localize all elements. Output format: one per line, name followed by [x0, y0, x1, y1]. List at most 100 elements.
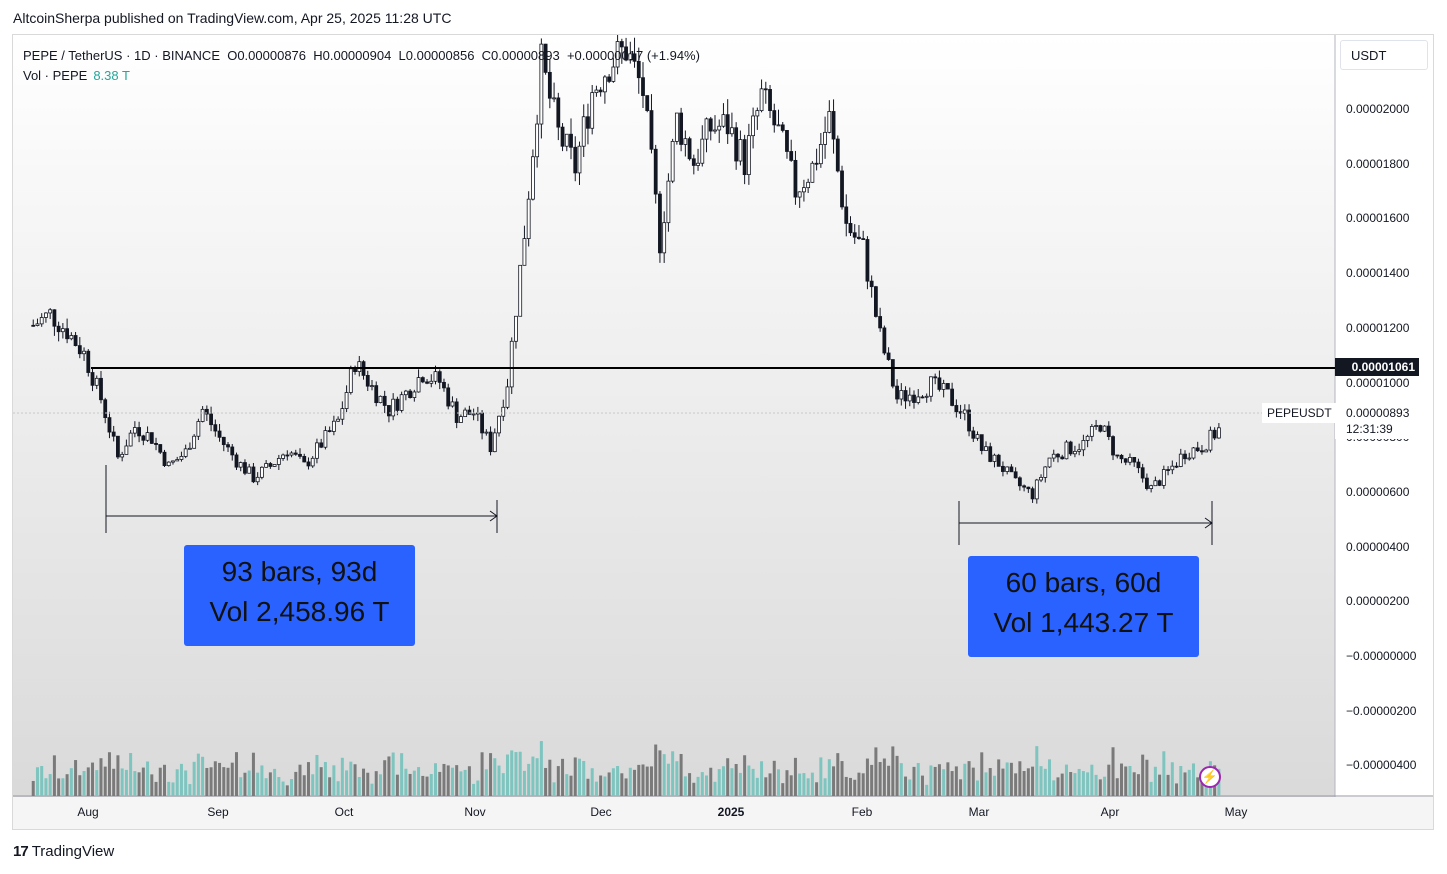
- volume-bar: [1073, 773, 1077, 796]
- volume-bar: [429, 774, 433, 796]
- candle-body: [882, 327, 887, 354]
- volume-bar: [666, 763, 670, 796]
- range-annotation-left[interactable]: 93 bars, 93d Vol 2,458.96 T: [184, 545, 415, 646]
- bar-countdown: 12:31:39: [1346, 422, 1393, 436]
- volume-bar: [40, 765, 44, 796]
- volume-bar: [82, 771, 86, 796]
- volume-bar: [328, 777, 332, 796]
- candle-body: [370, 385, 374, 388]
- chart-frame[interactable]: [12, 34, 1434, 830]
- candle-body: [1068, 441, 1073, 455]
- candle: [1119, 454, 1124, 464]
- range-annotation-right-bars: 60 bars, 60d: [1005, 567, 1162, 598]
- volume-bar: [378, 774, 382, 796]
- candle: [1077, 443, 1082, 456]
- candle-body: [382, 395, 387, 406]
- candle-body: [365, 374, 370, 387]
- volume-bar: [268, 772, 272, 796]
- candle: [1212, 427, 1217, 441]
- candle-body: [226, 444, 230, 448]
- candle-body: [691, 158, 696, 166]
- volume-bar: [1090, 764, 1094, 796]
- candle-body: [844, 206, 849, 224]
- candle-body: [1106, 425, 1111, 437]
- volume-bar: [950, 771, 954, 796]
- candle: [899, 383, 904, 406]
- volume-bar: [556, 766, 560, 796]
- volume-bar: [603, 776, 607, 796]
- candle-body: [547, 71, 552, 99]
- candle: [937, 370, 942, 392]
- candle: [179, 451, 184, 462]
- volume-bar: [290, 779, 294, 796]
- candle: [768, 85, 772, 119]
- candle-body: [560, 126, 565, 147]
- candle: [861, 230, 866, 240]
- tradingview-brand[interactable]: 17 TradingView: [13, 843, 114, 860]
- candle: [378, 395, 383, 404]
- candle: [259, 466, 264, 480]
- candle-body: [912, 394, 916, 403]
- candle-body: [1161, 469, 1166, 486]
- volume-bar: [366, 772, 370, 796]
- candle-body: [243, 462, 247, 474]
- candle: [1216, 423, 1221, 439]
- flash-icon[interactable]: ⚡: [1199, 766, 1221, 788]
- candle: [1013, 467, 1018, 479]
- currency-selector[interactable]: USDT: [1340, 40, 1428, 70]
- candle-body: [1204, 449, 1209, 453]
- candle-body: [77, 345, 82, 355]
- candle-body: [535, 123, 540, 158]
- candle-body: [120, 453, 125, 458]
- candle-body: [1157, 480, 1162, 486]
- candle-body: [890, 359, 895, 387]
- volume-bar: [349, 761, 353, 796]
- candle: [403, 389, 408, 401]
- candle: [802, 179, 806, 202]
- candle-body: [984, 446, 988, 451]
- time-tick-label: Aug: [77, 805, 99, 819]
- volume-bar: [421, 775, 425, 796]
- candle: [903, 386, 908, 409]
- candle: [1115, 454, 1120, 459]
- candle-body: [73, 335, 78, 347]
- candle-body: [1174, 465, 1179, 468]
- candle-body: [509, 340, 514, 388]
- volume-bar: [963, 763, 967, 796]
- candle: [1047, 457, 1052, 468]
- candle-body: [158, 444, 163, 453]
- candle-body: [86, 350, 91, 373]
- candle-body: [514, 315, 518, 342]
- candle: [128, 429, 133, 447]
- candle: [763, 81, 768, 104]
- candle-body: [615, 41, 620, 68]
- candle-body: [94, 377, 99, 386]
- candle-body: [945, 383, 950, 390]
- candle: [484, 429, 489, 436]
- candle-body: [873, 286, 878, 317]
- chart-canvas[interactable]: [13, 35, 1434, 830]
- volume-bar: [518, 751, 522, 796]
- candle-body: [1136, 461, 1141, 469]
- candle-body: [734, 127, 739, 162]
- candle-body: [1132, 457, 1137, 463]
- volume-bar: [857, 772, 861, 796]
- volume-bar: [319, 767, 323, 796]
- volume-bar: [624, 778, 628, 796]
- volume-bar: [370, 783, 374, 796]
- candle: [793, 150, 798, 205]
- candle-body: [209, 413, 213, 426]
- candle-body: [505, 386, 510, 408]
- candle: [518, 264, 523, 317]
- candle-body: [1005, 466, 1010, 472]
- volume-bar: [1014, 773, 1018, 796]
- candle-body: [467, 409, 472, 415]
- candle-body: [730, 127, 734, 135]
- volume-bar: [561, 758, 565, 796]
- candle-body: [878, 316, 883, 329]
- range-annotation-right[interactable]: 60 bars, 60d Vol 1,443.27 T: [968, 556, 1199, 657]
- volume-bar: [717, 769, 721, 796]
- candle: [488, 426, 493, 456]
- volume-bar: [832, 766, 836, 796]
- legend-volume: Vol · PEPE 8.38 T: [23, 66, 700, 86]
